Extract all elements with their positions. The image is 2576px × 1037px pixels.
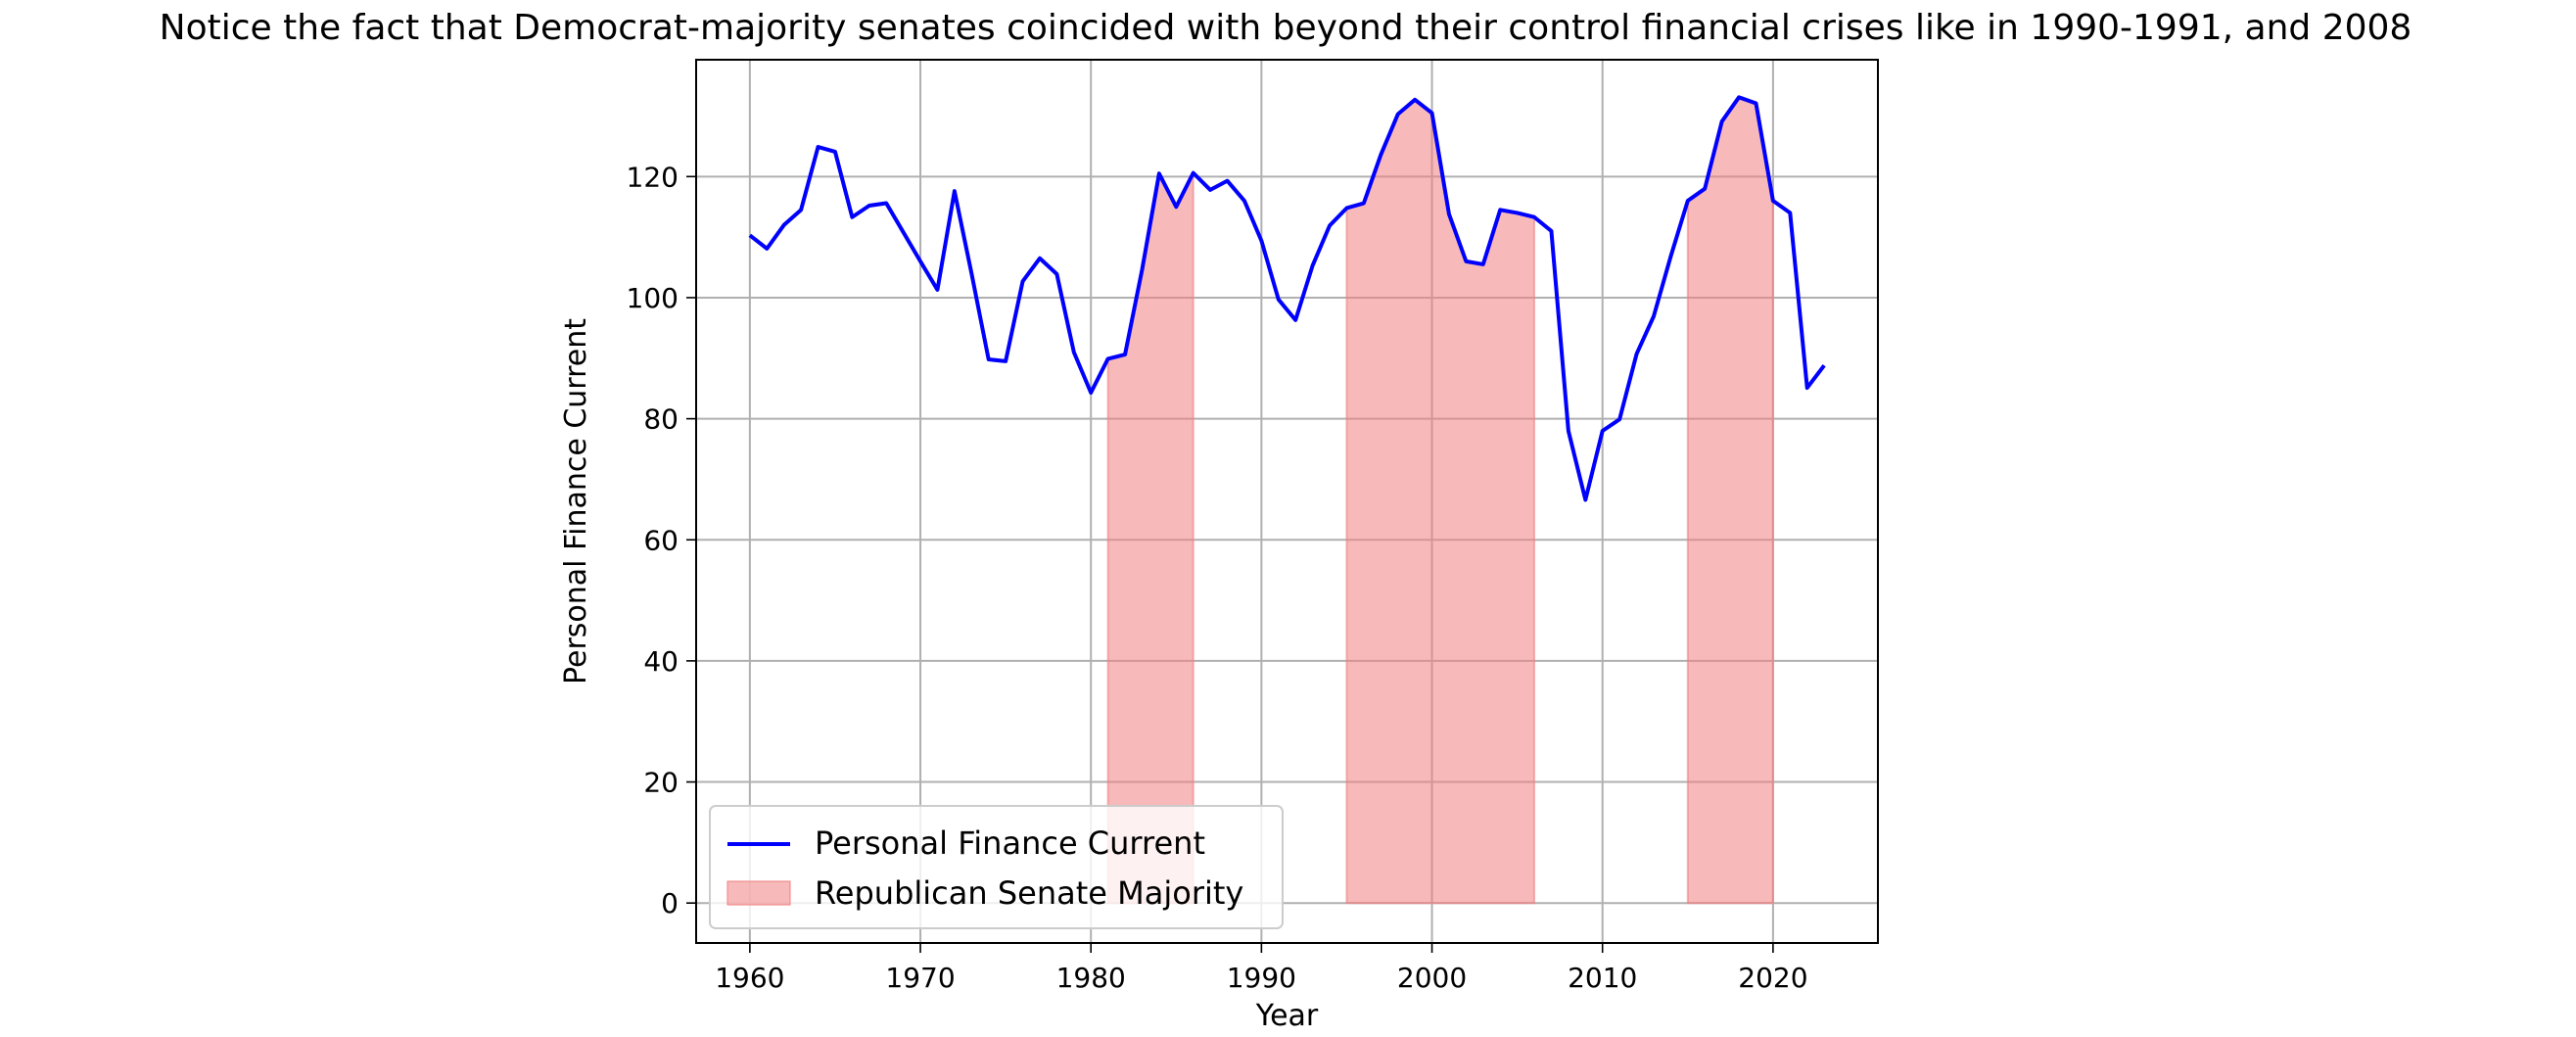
legend-entry-personal-finance: Personal Finance Current bbox=[815, 825, 1205, 862]
x-axis-ticks: 1960 1970 1980 1990 2000 2010 2020 bbox=[715, 943, 1808, 994]
y-axis-label: Personal Finance Current bbox=[559, 318, 593, 684]
y-tick-label-40: 40 bbox=[643, 645, 679, 678]
chart-title: Notice the fact that Democrat-majority s… bbox=[160, 8, 2412, 48]
y-tick-label-0: 0 bbox=[661, 887, 679, 919]
personal-finance-line bbox=[748, 95, 1826, 502]
x-tick-label-1960: 1960 bbox=[715, 962, 784, 994]
personal-finance-line-layer bbox=[748, 95, 1826, 502]
y-tick-label-80: 80 bbox=[643, 403, 679, 436]
y-tick-label-100: 100 bbox=[627, 282, 679, 314]
y-axis-ticks: 0 20 40 60 80 100 120 bbox=[627, 161, 696, 919]
legend: Personal Finance Current Republican Sena… bbox=[709, 805, 1284, 929]
x-tick-label-1980: 1980 bbox=[1056, 962, 1126, 994]
y-tick-label-120: 120 bbox=[627, 161, 679, 193]
senate-majority-areas bbox=[1106, 96, 1774, 905]
plot-frame bbox=[695, 59, 1879, 944]
y-tick-label-60: 60 bbox=[643, 524, 679, 556]
x-tick-label-2010: 2010 bbox=[1568, 962, 1637, 994]
x-tick-label-2020: 2020 bbox=[1738, 962, 1807, 994]
x-axis-label: Year bbox=[1255, 999, 1319, 1033]
x-tick-label-1970: 1970 bbox=[885, 962, 955, 994]
senate-majority-area-1995-2006 bbox=[1345, 98, 1536, 905]
legend-entry-republican-senate: Republican Senate Majority bbox=[815, 874, 1243, 912]
y-tick-label-20: 20 bbox=[643, 767, 679, 799]
legend-box bbox=[709, 805, 1284, 929]
senate-majority-area-2015-2020 bbox=[1686, 96, 1774, 905]
x-tick-label-2000: 2000 bbox=[1397, 962, 1467, 994]
senate-majority-area-1981-1986 bbox=[1106, 170, 1194, 905]
x-tick-label-1990: 1990 bbox=[1227, 962, 1296, 994]
legend-area-swatch bbox=[726, 880, 791, 906]
